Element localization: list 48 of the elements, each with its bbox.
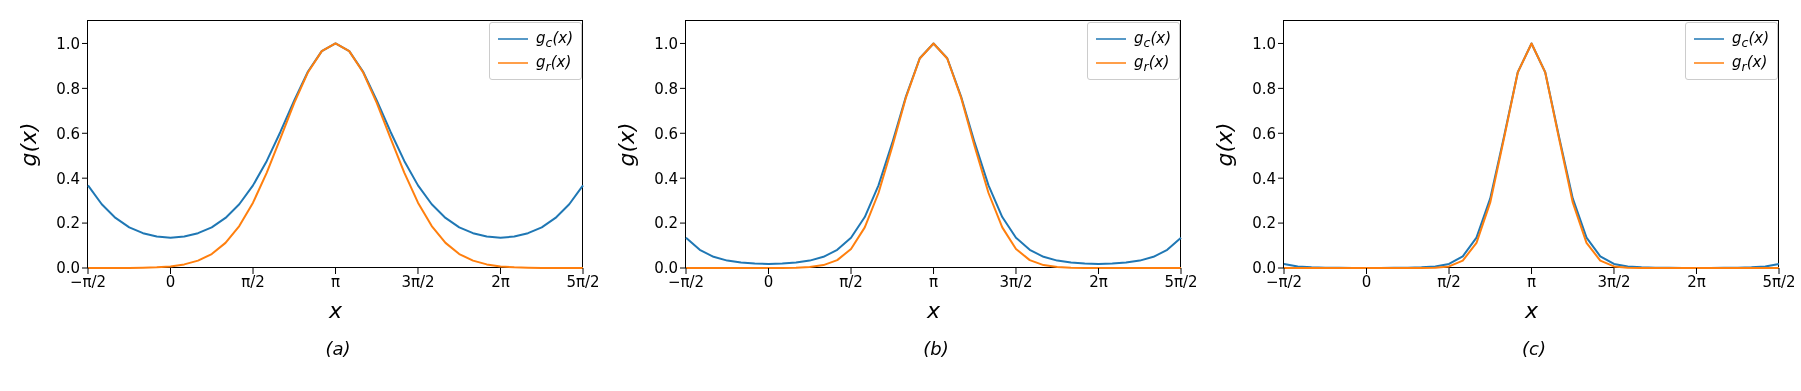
- text: (a): [324, 338, 352, 359]
- y-tick-label: 0.8: [56, 79, 80, 98]
- x-tick-label: 2π: [1687, 272, 1706, 291]
- y-axis-title: g(x): [16, 122, 41, 167]
- y-axis-title: g(x): [1212, 122, 1237, 167]
- x-tick-label: π: [929, 272, 939, 291]
- x-axis-title: x: [327, 298, 343, 323]
- y-tick-label: 0.6: [56, 124, 80, 143]
- text: (c): [1521, 338, 1547, 359]
- x-tick-label: 5π/2: [1164, 272, 1198, 291]
- y-tick-label: 0.4: [654, 169, 678, 188]
- x-tick-label: π/2: [839, 272, 863, 291]
- legend-label: g$_{r}$(x): [1134, 52, 1170, 74]
- y-tick-label: 1.0: [654, 34, 678, 53]
- y-axis-title: g(x): [614, 122, 639, 167]
- x-tick-label: 2π: [1089, 272, 1108, 291]
- x-tick-label: 0: [1361, 272, 1372, 291]
- x-tick-label: 5π/2: [1762, 272, 1796, 291]
- x-tick-label: π/2: [241, 272, 265, 291]
- y-tick-label: 0.2: [1252, 214, 1276, 233]
- y-tick-label: 0.2: [56, 214, 80, 233]
- y-tick-label: 1.0: [1252, 34, 1276, 53]
- x-axis-title: x: [1523, 298, 1539, 323]
- y-tick-label: 0.4: [1252, 169, 1276, 188]
- y-tick-label: 0.6: [1252, 124, 1276, 143]
- y-tick-label: 0.8: [654, 79, 678, 98]
- x-tick-label: 5π/2: [566, 272, 600, 291]
- x-tick-label: π: [331, 272, 341, 291]
- x-tick-label: 3π/2: [999, 272, 1033, 291]
- y-tick-label: 0.2: [654, 214, 678, 233]
- y-tick-label: 0.8: [1252, 79, 1276, 98]
- y-tick-label: 1.0: [56, 34, 80, 53]
- x-tick-label: 3π/2: [1597, 272, 1631, 291]
- legend-label: g$_{r}$(x): [536, 52, 572, 74]
- y-tick-label: 0.6: [654, 124, 678, 143]
- x-tick-label: 2π: [491, 272, 510, 291]
- x-tick-label: 0: [763, 272, 774, 291]
- legend-label: g$_{c}$(x): [536, 28, 573, 50]
- text: (b): [922, 338, 950, 359]
- x-axis-title: x: [925, 298, 941, 323]
- legend-label: g$_{r}$(x): [1732, 52, 1768, 74]
- x-tick-label: 3π/2: [401, 272, 435, 291]
- x-tick-label: π: [1527, 272, 1537, 291]
- y-tick-label: 0.4: [56, 169, 80, 188]
- legend-label: g$_{c}$(x): [1134, 28, 1171, 50]
- x-tick-label: 0: [165, 272, 176, 291]
- x-tick-label: π/2: [1437, 272, 1461, 291]
- legend-label: g$_{c}$(x): [1732, 28, 1769, 50]
